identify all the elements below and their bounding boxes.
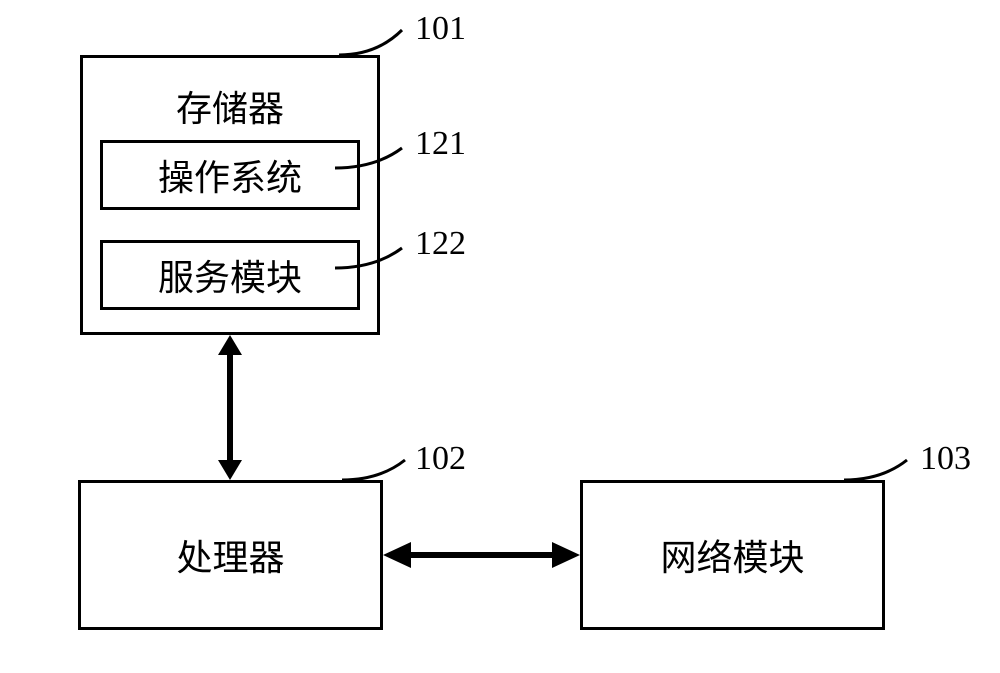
ref-121: 121 — [415, 125, 466, 163]
callout-memory — [334, 25, 407, 60]
network-block: 网络模块 — [580, 480, 885, 630]
ref-103: 103 — [920, 440, 971, 478]
arrow-processor-network — [357, 529, 606, 581]
callout-os — [330, 143, 407, 173]
network-label: 网络模块 — [660, 529, 804, 581]
ref-122: 122 — [415, 225, 466, 263]
callout-network — [839, 455, 912, 485]
service-block: 服务模块 — [100, 240, 360, 310]
callout-service — [330, 243, 407, 273]
service-label: 服务模块 — [158, 249, 302, 301]
os-label: 操作系统 — [158, 149, 302, 201]
callout-processor — [337, 455, 410, 485]
ref-101: 101 — [415, 10, 466, 48]
memory-title: 存储器 — [176, 80, 284, 132]
ref-102: 102 — [415, 440, 466, 478]
diagram-stage: 存储器 101 操作系统 121 服务模块 122 处理器 102 网络模块 1… — [0, 0, 1000, 673]
arrow-memory-processor — [206, 311, 254, 504]
processor-label: 处理器 — [176, 529, 284, 581]
os-block: 操作系统 — [100, 140, 360, 210]
